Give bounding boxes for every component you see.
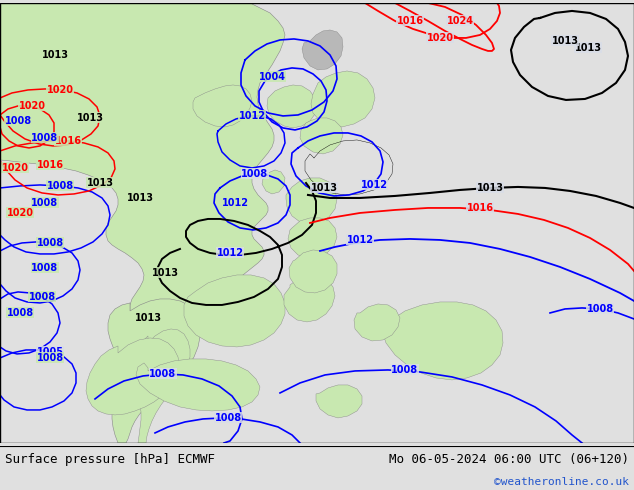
Text: 1020: 1020: [427, 33, 453, 43]
Text: Mo 06-05-2024 06:00 UTC (06+120): Mo 06-05-2024 06:00 UTC (06+120): [389, 453, 629, 466]
Polygon shape: [286, 178, 337, 224]
Text: 1008: 1008: [6, 308, 34, 318]
Text: Surface pressure [hPa] ECMWF: Surface pressure [hPa] ECMWF: [5, 453, 215, 466]
Polygon shape: [136, 359, 260, 411]
Text: 1008: 1008: [32, 263, 58, 273]
Polygon shape: [288, 218, 337, 258]
Text: 1013: 1013: [311, 183, 337, 193]
Text: 1013: 1013: [77, 113, 103, 123]
Text: 1024: 1024: [446, 16, 474, 26]
Text: 1012: 1012: [221, 198, 249, 208]
Polygon shape: [86, 338, 179, 415]
Text: 1016: 1016: [467, 203, 493, 213]
Text: 1020: 1020: [46, 85, 74, 95]
Text: 1016: 1016: [37, 160, 63, 170]
Text: 1016: 1016: [396, 16, 424, 26]
Text: 1012: 1012: [361, 180, 387, 190]
Polygon shape: [311, 71, 375, 127]
Polygon shape: [289, 250, 337, 293]
Text: 1008: 1008: [36, 238, 63, 248]
Polygon shape: [137, 329, 190, 443]
Text: 1012: 1012: [216, 248, 243, 258]
Text: 1008: 1008: [150, 369, 176, 379]
Polygon shape: [354, 304, 400, 341]
Polygon shape: [316, 385, 362, 418]
Polygon shape: [108, 299, 200, 443]
Text: 1008: 1008: [4, 116, 32, 126]
Text: 1013: 1013: [86, 178, 113, 188]
Text: 1020: 1020: [6, 208, 34, 218]
Text: 1008: 1008: [32, 198, 58, 208]
Text: 1013: 1013: [134, 313, 162, 323]
Text: 1013: 1013: [477, 183, 503, 193]
Text: 1008: 1008: [32, 133, 58, 143]
Text: 1008: 1008: [214, 413, 242, 423]
Polygon shape: [284, 275, 335, 322]
Text: 1008: 1008: [391, 365, 418, 375]
Text: 1013: 1013: [552, 36, 578, 46]
Text: 1013: 1013: [574, 43, 602, 53]
Text: 1008: 1008: [46, 181, 74, 191]
Polygon shape: [267, 85, 317, 128]
Text: 1016: 1016: [55, 136, 82, 146]
Polygon shape: [300, 118, 343, 154]
Text: 1004: 1004: [259, 72, 285, 82]
Polygon shape: [184, 275, 285, 347]
Polygon shape: [0, 3, 285, 329]
Text: 1013: 1013: [152, 268, 179, 278]
Text: ©weatheronline.co.uk: ©weatheronline.co.uk: [494, 477, 629, 487]
Text: 1008: 1008: [586, 304, 614, 314]
Text: 1013: 1013: [127, 193, 153, 203]
Text: 1012: 1012: [238, 111, 266, 121]
Text: 1008: 1008: [29, 292, 56, 302]
Text: 1005: 1005: [37, 347, 63, 357]
Text: 1020: 1020: [1, 163, 29, 173]
Polygon shape: [262, 170, 285, 194]
Polygon shape: [193, 85, 252, 127]
Text: 1012: 1012: [347, 235, 373, 245]
Text: 1008: 1008: [242, 169, 269, 179]
Text: 1013: 1013: [41, 50, 68, 60]
Polygon shape: [302, 30, 343, 70]
Polygon shape: [382, 302, 503, 380]
Text: 1020: 1020: [18, 101, 46, 111]
Text: 1008: 1008: [36, 353, 63, 363]
